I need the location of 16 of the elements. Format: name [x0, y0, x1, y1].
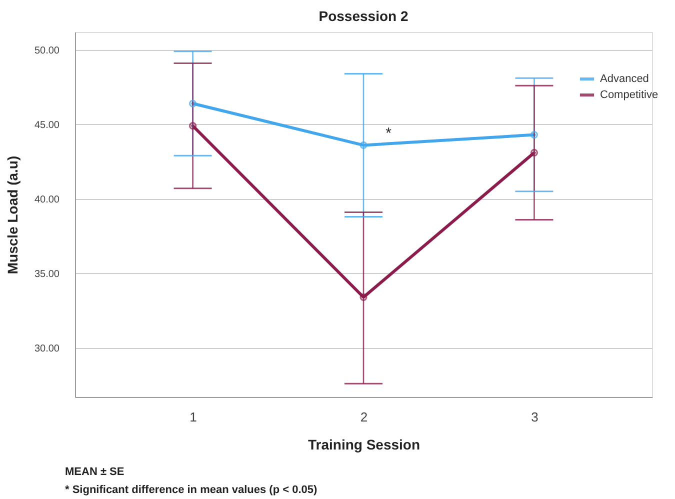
y-tick-label: 45.00 [34, 120, 60, 131]
legend-label: Competitive [600, 89, 658, 101]
y-axis-title: Muscle Load (a.u) [4, 156, 20, 274]
legend-label: Advanced [600, 73, 649, 85]
y-tick-label: 35.00 [34, 268, 60, 280]
y-tick-label: 50.00 [34, 45, 60, 56]
text: * Significant difference in mean values (p < 0.05) [65, 484, 318, 496]
y-tick-label: 30.00 [34, 343, 60, 354]
annotation: * [386, 124, 392, 142]
x-tick-label: 2 [360, 410, 368, 424]
x-axis-title: Training Session [308, 436, 420, 452]
x-tick-label: 3 [531, 410, 538, 424]
y-tick-label: 40.00 [34, 194, 60, 206]
chart-title: Possession 2 [318, 8, 408, 24]
text: MEAN ± SE [65, 466, 124, 478]
x-tick-label: 1 [190, 410, 197, 424]
